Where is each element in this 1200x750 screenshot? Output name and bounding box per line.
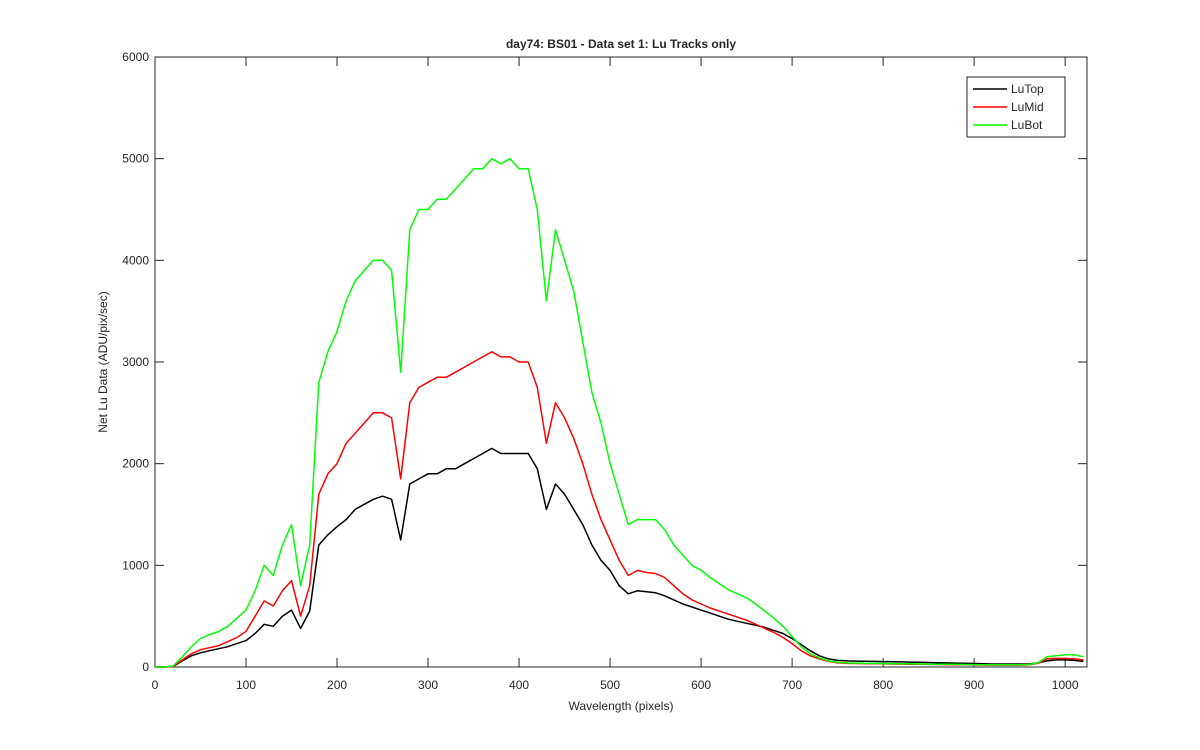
x-tick-label: 800	[873, 678, 893, 692]
chart-title: day74: BS01 - Data set 1: Lu Tracks only	[506, 37, 736, 51]
x-tick-label: 100	[236, 678, 256, 692]
x-tick-label: 700	[782, 678, 802, 692]
x-tick-label: 500	[600, 678, 620, 692]
y-tick-label: 1000	[122, 558, 149, 572]
series-line	[155, 447, 1084, 668]
x-tick-label: 600	[691, 678, 711, 692]
x-tick-label: 0	[152, 678, 159, 692]
x-tick-label: 1000	[1052, 678, 1079, 692]
y-tick-label: 0	[142, 660, 149, 674]
y-tick-label: 2000	[122, 457, 149, 471]
x-tick-label: 400	[509, 678, 529, 692]
y-tick-label: 5000	[122, 152, 149, 166]
legend-label: LuBot	[1011, 118, 1043, 132]
legend-label: LuTop	[1011, 82, 1044, 96]
x-tick-label: 200	[327, 678, 347, 692]
y-tick-label: 3000	[122, 355, 149, 369]
y-axis-label: Net Lu Data (ADU/pix/sec)	[96, 291, 110, 432]
legend-label: LuMid	[1011, 100, 1044, 114]
x-tick-label: 900	[964, 678, 984, 692]
x-tick-label: 300	[418, 678, 438, 692]
x-axis-label: Wavelength (pixels)	[569, 699, 674, 713]
series-line	[155, 157, 1084, 668]
y-tick-label: 6000	[122, 50, 149, 64]
y-tick-label: 4000	[122, 253, 149, 267]
